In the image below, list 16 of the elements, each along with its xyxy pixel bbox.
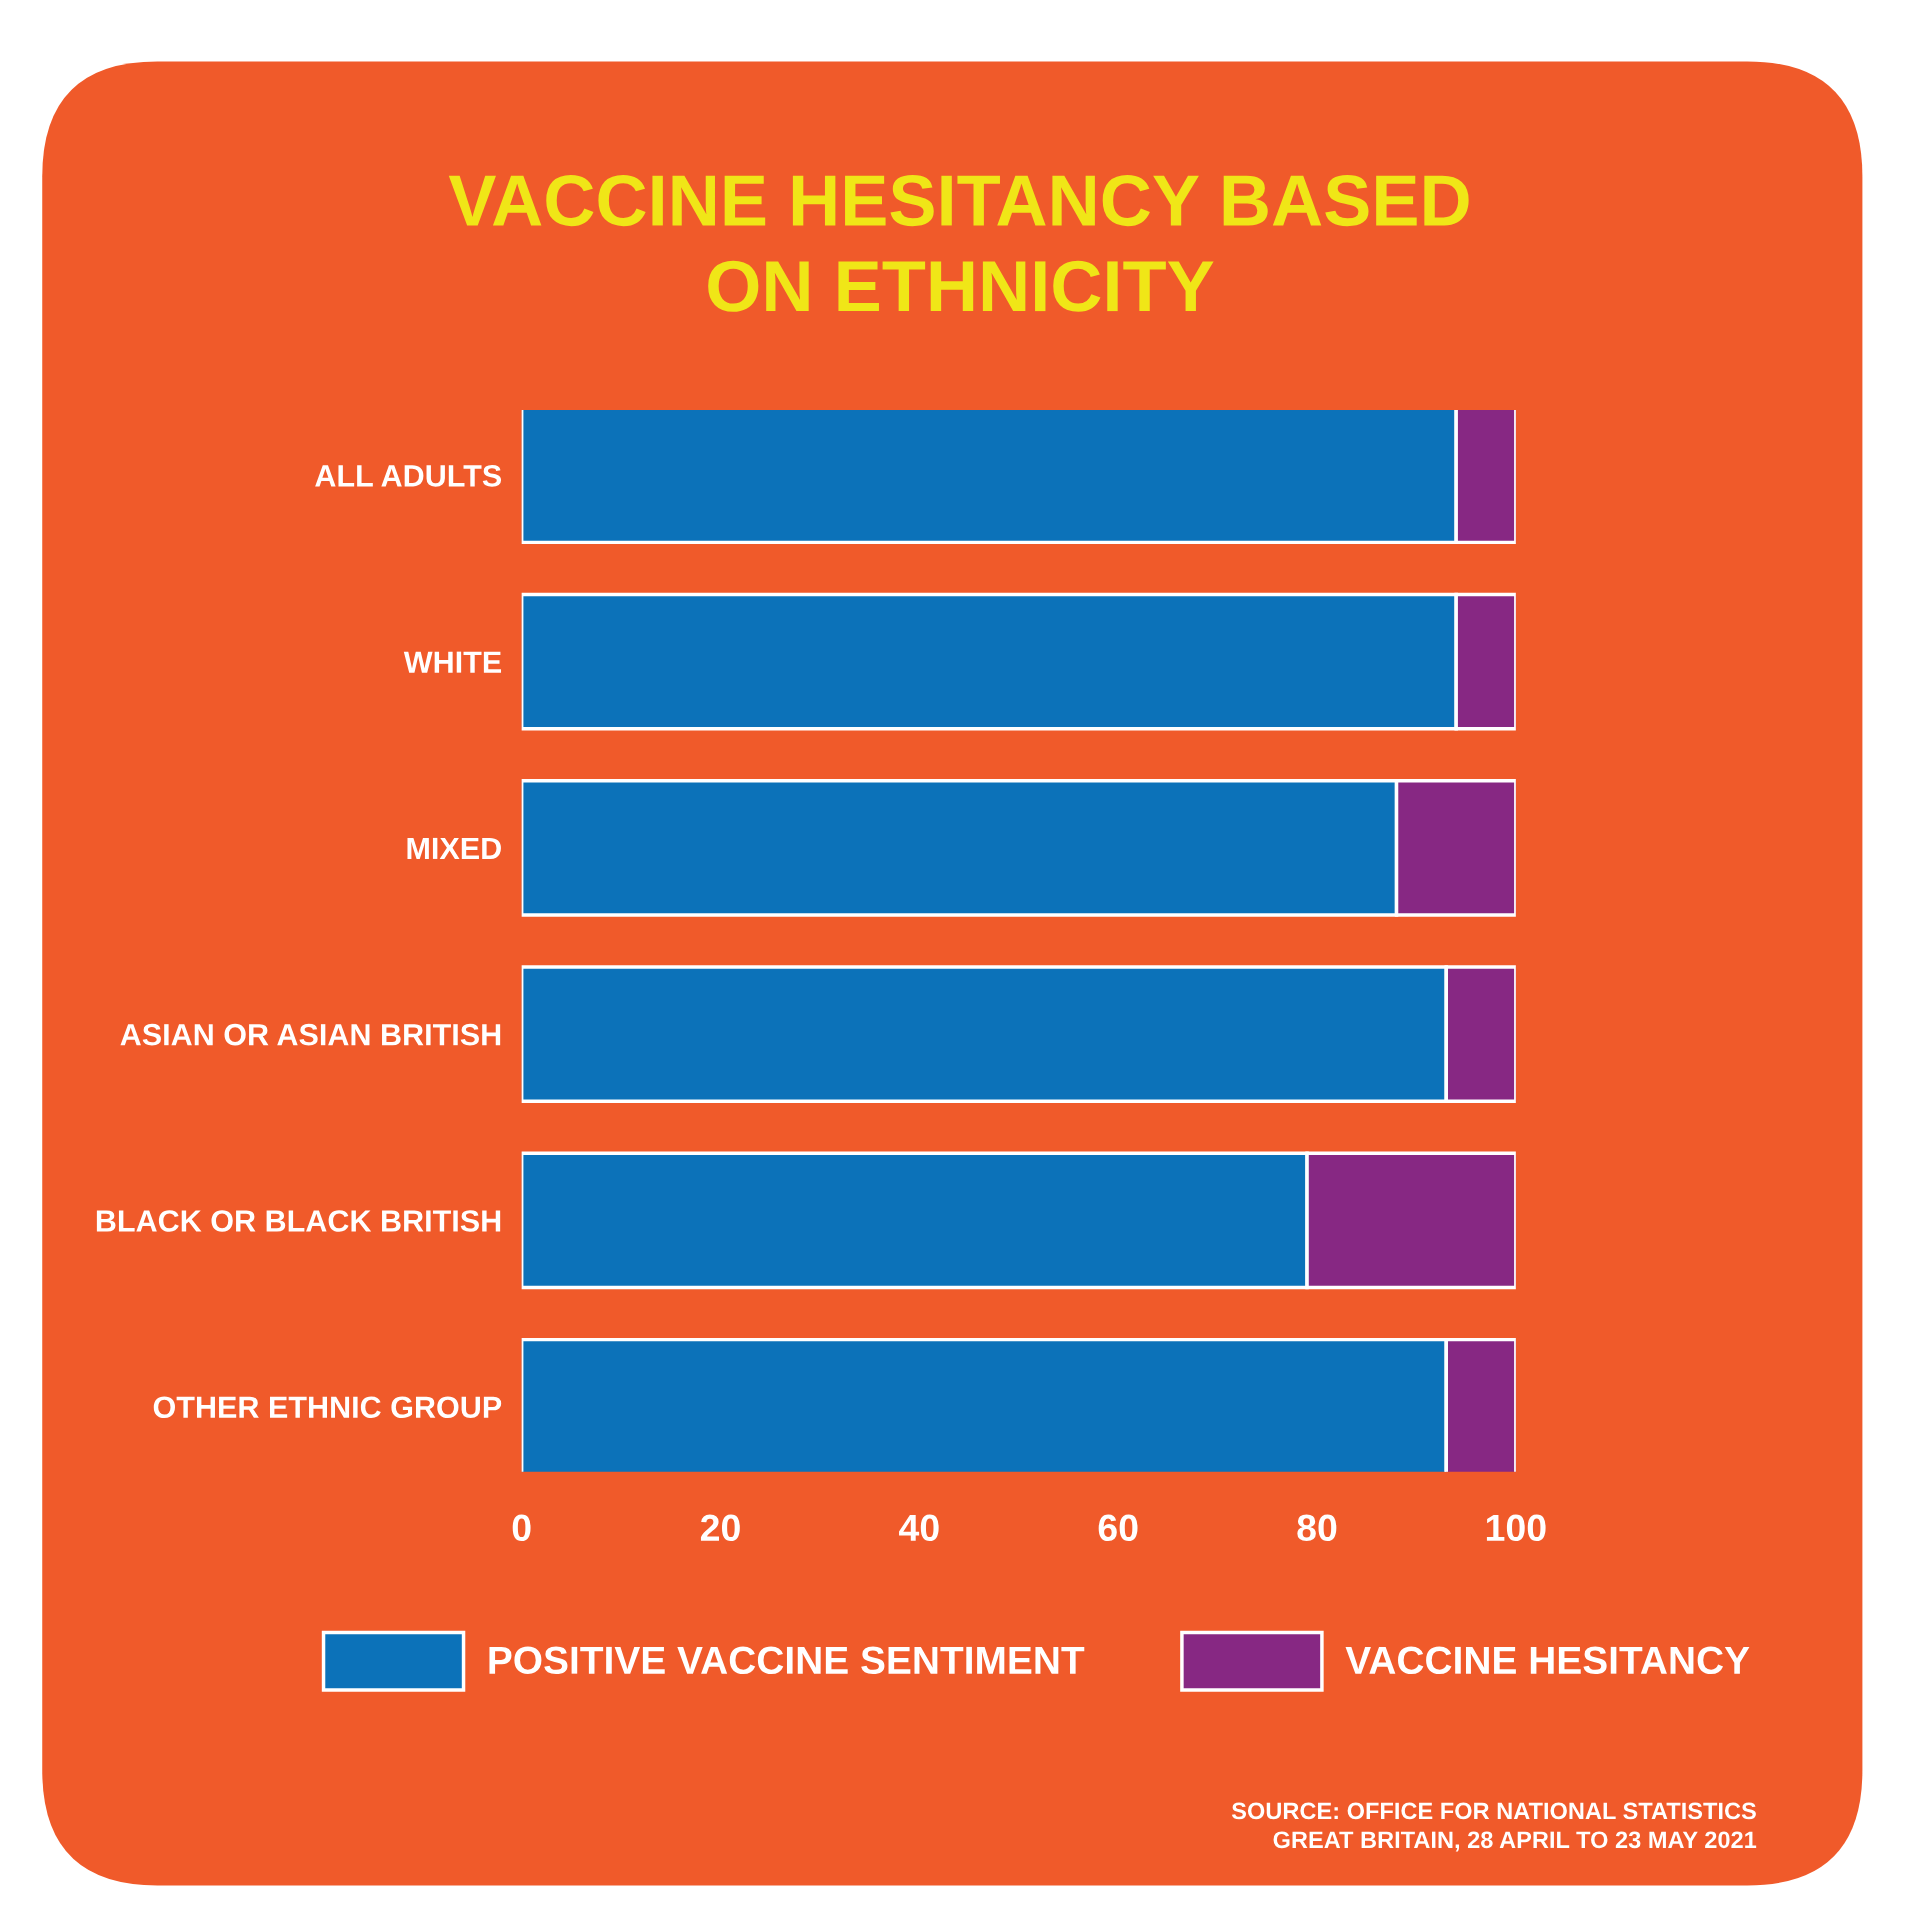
y-tick-label: ALL ADULTS <box>315 465 502 487</box>
x-tick-label: 80 <box>1297 1514 1337 1542</box>
chart-title: VACCINE HESITANCY BASED ON ETHNICITY <box>448 175 1469 312</box>
x-tick-label: 0 <box>512 1514 531 1542</box>
legend-label: VACCINE HESITANCY <box>1345 1646 1750 1675</box>
y-tick-label: MIXED <box>407 837 501 859</box>
y-tick-label: WHITE <box>403 651 502 673</box>
x-tick-label: 40 <box>899 1514 939 1542</box>
y-tick-label: ASIAN OR ASIAN BRITISH <box>120 1023 501 1046</box>
y-tick-label: OTHER ETHNIC GROUP <box>153 1396 502 1419</box>
legend-label: POSITIVE VACCINE SENTIMENT <box>489 1646 1085 1675</box>
x-tick-label: 100 <box>1486 1514 1546 1542</box>
y-tick-label: BLACK OR BLACK BRITISH <box>96 1210 501 1232</box>
x-tick-label: 20 <box>700 1514 740 1542</box>
x-tick-label: 60 <box>1098 1514 1138 1542</box>
source-note: SOURCE: OFFICE FOR NATIONAL STATISTICS GREAT BRITAIN, 28 APRIL TO 23 MAY 2021 <box>1231 1802 1757 1852</box>
